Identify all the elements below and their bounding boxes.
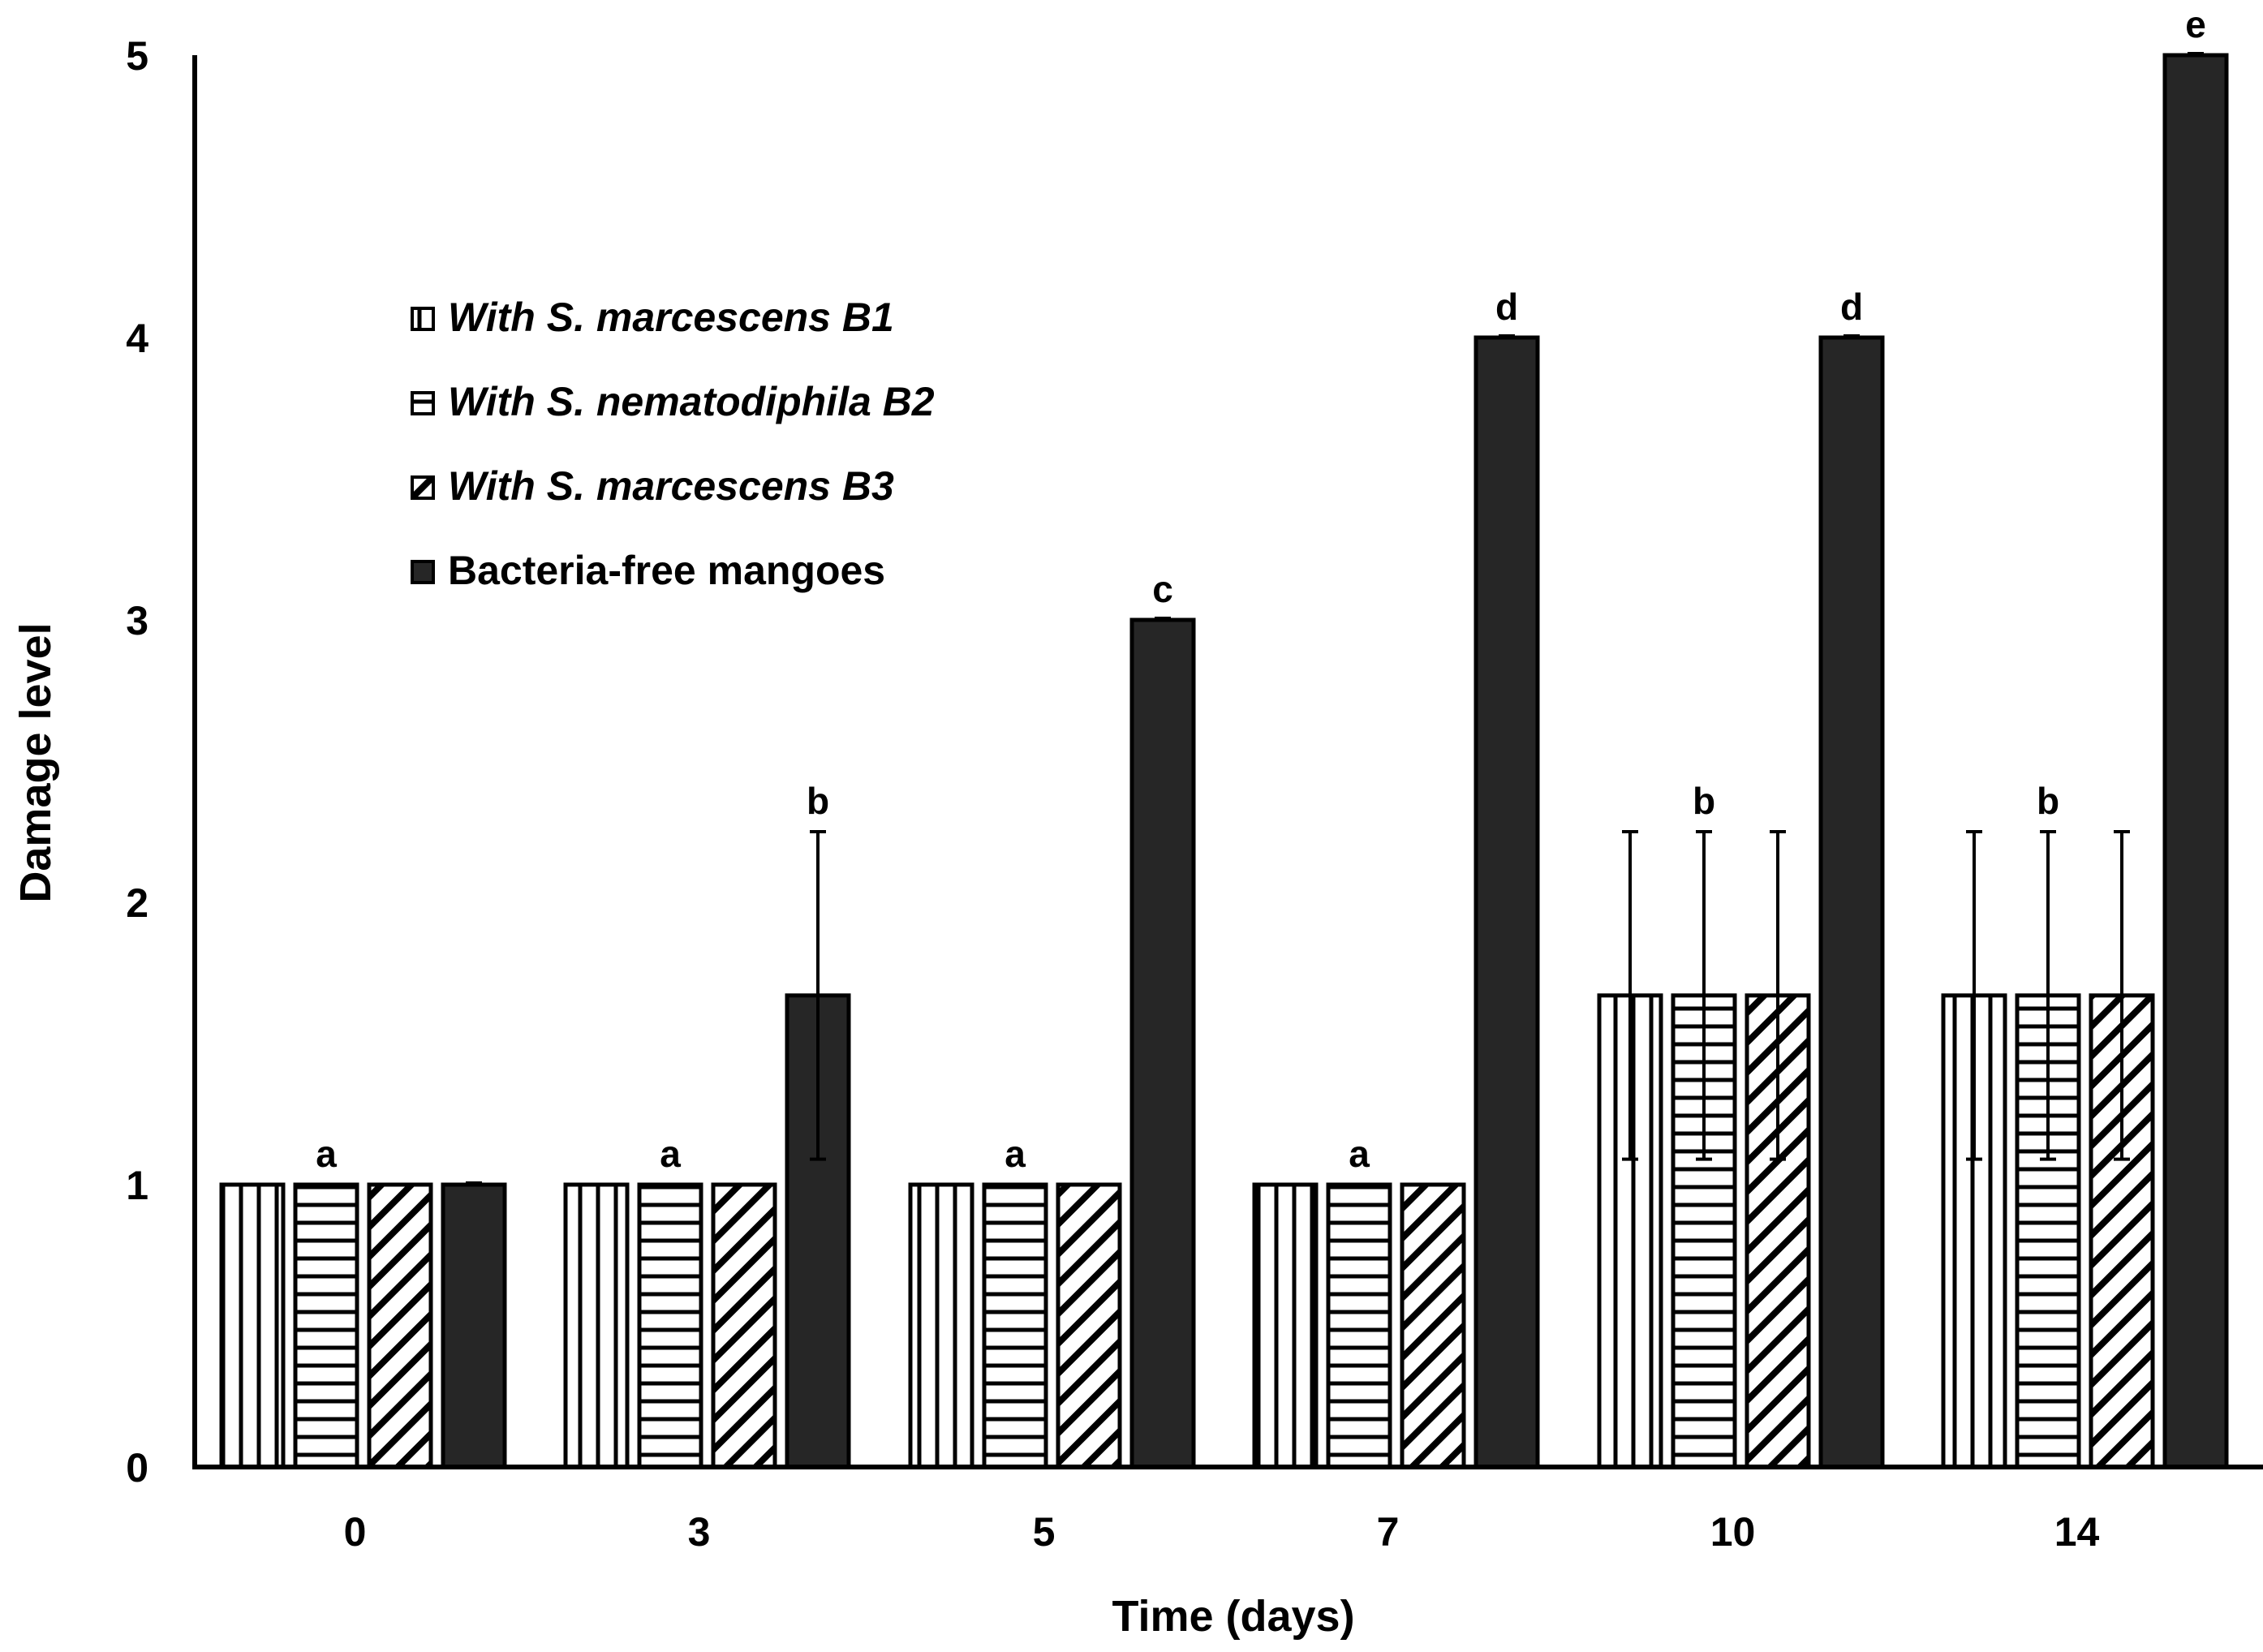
bar [441,1182,507,1469]
y-tick-label: 2 [126,880,148,926]
bar [1056,1182,1122,1469]
y-tick-label: 4 [126,316,148,361]
significance-letter: c [1152,568,1173,610]
bar [2162,53,2229,1469]
legend-swatch [411,391,435,415]
x-tick-label: 10 [1710,1509,1756,1555]
y-axis-ticks: 0 1 2 3 4 5 [126,33,148,1491]
bar [1252,1182,1319,1469]
legend-item: With S. marcescens B3 [411,463,894,509]
significance-letter: b [1693,780,1715,822]
legend-swatch [411,560,435,584]
significance-letter: b [807,780,829,822]
x-tick-label: 14 [2054,1509,2100,1555]
y-axis-title: Damage level [11,622,60,902]
significance-letter: a [316,1133,337,1175]
bar [2015,993,2081,1469]
y-tick-label: 1 [126,1163,148,1208]
legend-label: With S. marcescens B3 [448,463,894,509]
legend-item: With S. nematodiphila B2 [411,379,935,424]
significance-letter: a [1349,1133,1370,1175]
legend-swatch [411,307,435,331]
legend-label: With S. marcescens B1 [448,295,894,340]
bar [293,1182,359,1469]
y-tick-label: 3 [126,598,148,643]
legend-item: Bacteria-free mangoes [411,548,885,593]
significance-letter: a [660,1133,681,1175]
bar [1474,335,1540,1469]
bar [908,1182,974,1469]
bar [637,1182,703,1469]
legend-label: With S. nematodiphila B2 [448,379,935,424]
x-axis-ticks: 0 3 5 7 10 14 [344,1509,2100,1555]
bar [982,1182,1048,1469]
legend-label: Bacteria-free mangoes [448,548,885,593]
error-bars [466,52,2204,1185]
legend: With S. marcescens B1 With S. nematodiphi… [411,295,935,593]
significance-letter: d [1495,286,1518,328]
bar [219,1182,286,1469]
x-axis-title: Time (days) [1112,1592,1354,1641]
y-tick-label: 5 [126,33,148,79]
bar [1818,335,1885,1469]
bar [711,1182,777,1469]
x-tick-label: 5 [1033,1509,1056,1555]
x-tick-label: 3 [688,1509,711,1555]
significance-letters: a a b a c a d b d b e [316,3,2206,1175]
x-tick-label: 7 [1377,1509,1400,1555]
bar [1326,1182,1392,1469]
legend-item: With S. marcescens B1 [411,295,894,340]
x-tick-label: 0 [344,1509,367,1555]
bar [1400,1182,1466,1469]
significance-letter: e [2185,3,2206,45]
bar [367,1182,433,1469]
significance-letter: a [1005,1133,1026,1175]
bar [563,1182,630,1469]
y-tick-label: 0 [126,1445,148,1491]
bar [1129,617,1196,1469]
legend-swatch [411,475,435,500]
significance-letter: d [1840,286,1863,328]
significance-letter: b [2037,780,2059,822]
bars [219,53,2229,1469]
